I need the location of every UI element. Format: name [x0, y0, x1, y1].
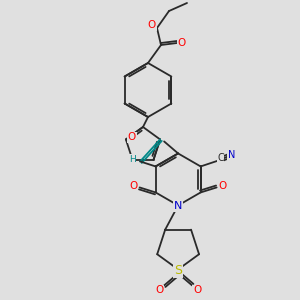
Text: O: O	[218, 182, 227, 191]
Text: O: O	[178, 38, 186, 48]
Text: S: S	[174, 264, 182, 277]
Text: O: O	[193, 285, 201, 296]
Text: H: H	[129, 155, 136, 164]
Text: N: N	[228, 150, 235, 161]
Text: C: C	[217, 153, 224, 164]
Text: N: N	[174, 201, 182, 212]
Text: O: O	[130, 182, 138, 191]
Text: O: O	[148, 20, 156, 30]
Text: O: O	[155, 285, 163, 296]
Text: O: O	[128, 132, 136, 142]
